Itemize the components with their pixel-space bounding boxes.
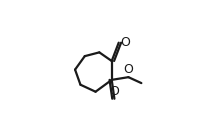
Text: O: O xyxy=(120,36,130,49)
Text: O: O xyxy=(124,63,133,76)
Text: O: O xyxy=(109,85,119,98)
